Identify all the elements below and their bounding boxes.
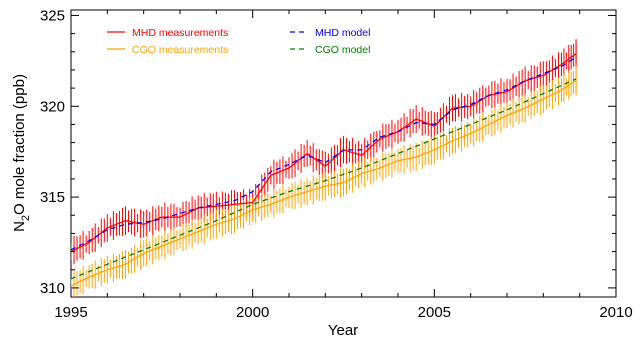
cgo-measurements-error-bars	[71, 66, 577, 297]
legend-label-mhd-model: MHD model	[315, 27, 370, 39]
legend-label-cgo-measurements: CGO measurements	[132, 44, 228, 56]
plot-frame	[70, 9, 617, 298]
y-axis-title: N2O mole fraction (ppb)	[11, 74, 32, 232]
y-tick-label: 315	[40, 189, 65, 206]
legend: MHD measurements MHD model CGO measurement…	[107, 27, 370, 56]
y-tick-label: 310	[40, 280, 65, 297]
x-tick-label: 2010	[599, 304, 632, 321]
legend-label-cgo-model: CGO model	[315, 44, 370, 56]
legend-label-mhd-measurements: MHD measurements	[132, 27, 228, 39]
plot-content	[71, 39, 577, 297]
cgo-model-line	[71, 78, 577, 280]
mhd-model-line	[71, 56, 577, 251]
y-tick-label: 320	[40, 98, 65, 115]
axes: 1995 2000 2005 2010 310 315 320 325	[40, 7, 633, 321]
x-axis-title: Year	[328, 322, 358, 339]
x-tick-label: 1995	[54, 304, 87, 321]
x-tick-label: 2000	[236, 304, 269, 321]
y-tick-label: 325	[40, 7, 65, 24]
mhd-measurements-error-bars	[71, 39, 577, 265]
cgo-measurements-line	[71, 80, 577, 287]
x-tick-label: 2005	[418, 304, 451, 321]
